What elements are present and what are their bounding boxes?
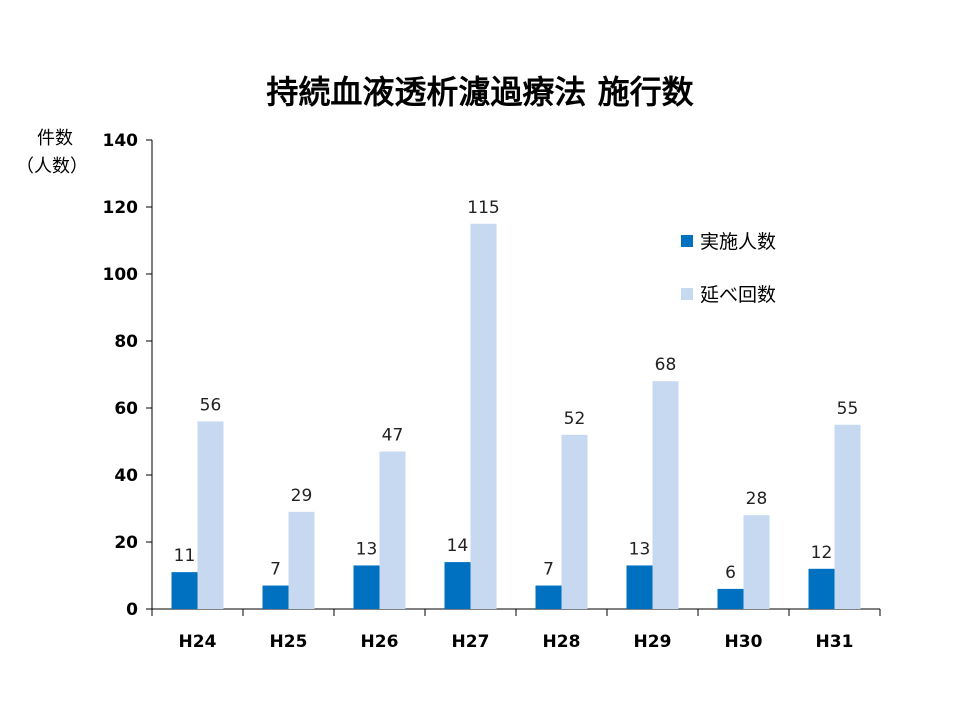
x-tick-label: H28 (543, 632, 581, 652)
legend-label: 延べ回数 (700, 284, 776, 306)
bar-patients (444, 562, 471, 609)
data-label: 13 (356, 539, 378, 559)
bar-sessions (743, 515, 770, 609)
y-tick-label: 40 (114, 466, 138, 486)
x-tick-label: H31 (816, 632, 854, 652)
data-label: 115 (467, 198, 499, 218)
data-label: 52 (564, 409, 586, 429)
data-label: 14 (447, 536, 469, 556)
y-tick-label: 60 (114, 399, 138, 419)
bar-patients (808, 568, 835, 609)
legend-swatch (681, 288, 693, 300)
x-tick-label: H30 (725, 632, 763, 652)
y-axis-label-line2: （人数） (16, 156, 88, 177)
legend-swatch (681, 235, 693, 247)
data-label: 7 (543, 560, 554, 580)
bar-patients (262, 585, 289, 609)
data-label: 47 (382, 426, 404, 446)
legend-label: 実施人数 (700, 231, 776, 253)
data-label: 12 (811, 543, 833, 563)
data-label: 56 (200, 395, 222, 415)
x-tick-label: H24 (179, 632, 217, 652)
x-tick-label: H29 (634, 632, 672, 652)
data-label: 55 (837, 399, 859, 419)
y-tick-label: 0 (126, 600, 138, 620)
data-label: 29 (291, 486, 313, 506)
y-tick-label: 80 (114, 332, 138, 352)
bar-sessions (470, 223, 497, 609)
data-label: 28 (746, 489, 768, 509)
data-label: 13 (629, 539, 651, 559)
x-tick-label: H25 (270, 632, 308, 652)
data-label: 6 (725, 563, 736, 583)
bar-patients (535, 585, 562, 609)
bar-sessions (197, 421, 224, 609)
bar-sessions (288, 511, 315, 609)
data-label: 7 (270, 560, 281, 580)
bars: 11 56 7 29 13 47 14 115 7 52 13 68 6 28 12 55 (171, 198, 861, 609)
y-tick-label: 120 (103, 198, 139, 218)
y-axis-label-line1: 件数 (37, 128, 73, 149)
data-label: 68 (655, 355, 677, 375)
bar-sessions (379, 451, 406, 609)
bar-patients (353, 565, 380, 609)
y-tick-label: 100 (103, 265, 139, 285)
y-tick-label: 140 (103, 131, 139, 151)
bar-patients (717, 588, 744, 609)
x-tick-label: H26 (361, 632, 399, 652)
chart-title: 持続血液透析濾過療法 施行数 (266, 73, 694, 111)
x-tick-label: H27 (452, 632, 490, 652)
bar-patients (171, 572, 198, 609)
y-tick-label: 20 (114, 533, 138, 553)
bar-patients (626, 565, 653, 609)
data-label: 11 (174, 546, 196, 566)
bar-sessions (652, 381, 679, 609)
axes: 0 20 40 60 80 100 120 140 H24 H25 H26 H27 H28 H29 H30 H… (103, 131, 881, 652)
bar-sessions (834, 424, 861, 609)
bar-sessions (561, 434, 588, 609)
